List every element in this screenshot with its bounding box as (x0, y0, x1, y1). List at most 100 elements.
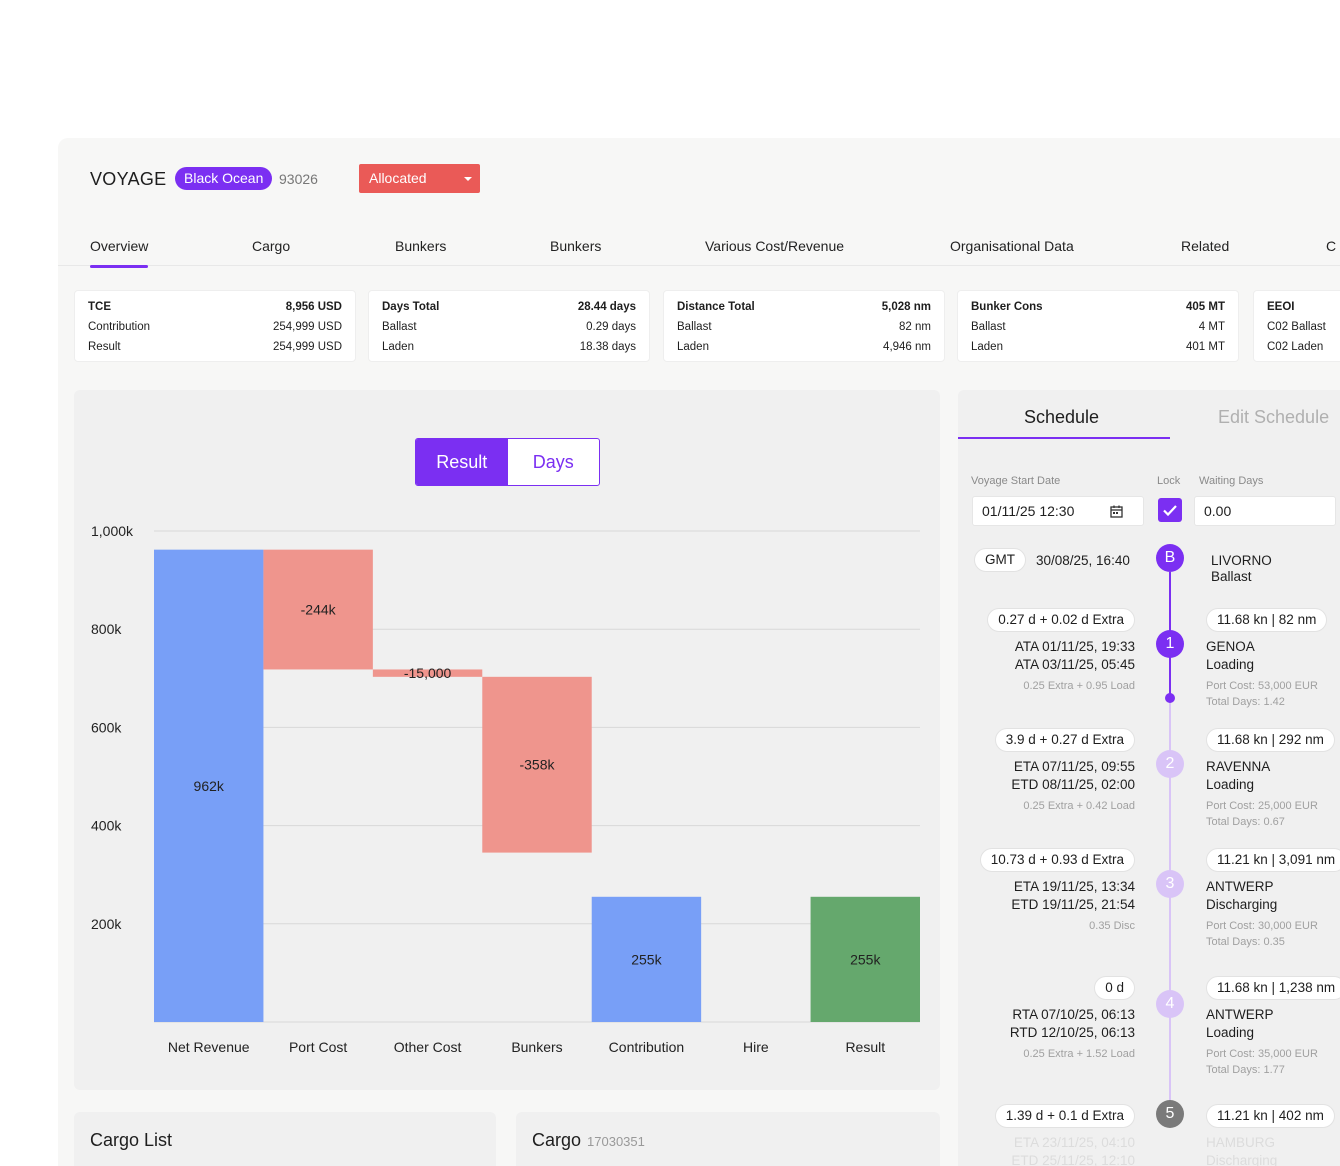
kpi-label: Laden (971, 341, 1003, 353)
kpi-card-eeoi: EEOI C02 Ballast C02 Laden (1253, 290, 1340, 362)
kpi-label: Days Total (382, 301, 440, 313)
x-tick-label: Hire (743, 1039, 769, 1055)
tab-related[interactable]: Related (1181, 238, 1230, 254)
tab-bar: Overview Cargo Bunkers Bunkers Various C… (58, 230, 1340, 268)
y-tick-label: 200k (91, 916, 122, 932)
status-value: Allocated (369, 170, 427, 186)
kpi-value: 8,956 USD (285, 301, 342, 313)
waiting-days-label: Waiting Days (1199, 475, 1264, 487)
toggle-result-button[interactable]: Result (416, 439, 508, 485)
x-tick-label: Result (845, 1039, 885, 1055)
tab-various-cost-revenue[interactable]: Various Cost/Revenue (705, 238, 845, 254)
arrival-time: ETA 23/11/25, 04:10 (1013, 1135, 1135, 1150)
total-days: Total Days: 1.77 (1206, 1064, 1285, 1076)
bar-other-cost (372, 669, 483, 677)
kpi-card-distance: Distance Total 5,028 nm Ballast 82 nm Lade… (663, 290, 945, 362)
bar-value-label: 255k (850, 951, 881, 967)
start-date-input[interactable]: 01/11/25 12:30 (972, 496, 1144, 526)
cargo-number: 17030351 (587, 1134, 645, 1149)
port-name: LIVORNO (1211, 553, 1272, 568)
kpi-value: 4,946 nm (883, 341, 931, 353)
bar-bunkers (482, 676, 592, 853)
cargo-card: Cargo 17030351 (516, 1112, 940, 1166)
speed-distance-chip: 11.68 kn | 82 nm (1206, 608, 1328, 632)
kpi-value: 82 nm (899, 321, 931, 333)
chart-mode-toggle: Result Days (415, 438, 600, 486)
port-cost: Port Cost: 53,000 EUR (1206, 680, 1318, 692)
tab-bunkers-2[interactable]: Bunkers (550, 238, 602, 254)
port-type: Loading (1206, 777, 1255, 792)
start-date-value: 01/11/25 12:30 (982, 503, 1075, 519)
chevron-down-icon (464, 177, 472, 181)
kpi-label: C02 Laden (1267, 341, 1324, 353)
tab-organisational-data[interactable]: Organisational Data (950, 238, 1074, 254)
schedule-tab-indicator (958, 437, 1170, 439)
port-time-note: 0.25 Extra + 0.42 Load (1023, 800, 1135, 812)
waiting-days-input[interactable]: 0.00 (1194, 496, 1336, 526)
vessel-badge[interactable]: Black Ocean (175, 167, 273, 190)
port-cost: Port Cost: 25,000 EUR (1206, 800, 1318, 812)
bar-value-label: -244k (301, 602, 337, 618)
timeline-line-pending (1169, 700, 1171, 1120)
timeline-node-1[interactable]: 1 (1156, 630, 1184, 658)
port-name: HAMBURG (1206, 1135, 1276, 1150)
timeline-node-5[interactable]: 5 (1156, 1100, 1184, 1128)
kpi-label: Result (88, 341, 121, 353)
port-name: ANTWERP (1206, 1007, 1274, 1022)
calendar-icon[interactable] (1110, 505, 1123, 518)
toggle-days-button[interactable]: Days (532, 452, 574, 472)
total-days: Total Days: 0.35 (1206, 936, 1285, 948)
tab-edit-schedule[interactable]: Edit Schedule (1218, 407, 1330, 427)
x-tick-label: Other Cost (394, 1039, 462, 1055)
kpi-label: Ballast (382, 321, 417, 333)
x-tick-label: Bunkers (511, 1039, 562, 1055)
tab-bunkers[interactable]: Bunkers (395, 238, 447, 254)
arrival-time: RTA 07/10/25, 06:13 (1012, 1007, 1135, 1022)
kpi-label: Bunker Cons (971, 301, 1043, 313)
speed-distance-chip: 11.21 kn | 3,091 nm (1206, 848, 1340, 872)
x-tick-label: Net Revenue (168, 1039, 250, 1055)
status-dropdown[interactable]: Allocated (359, 164, 480, 193)
port-cost: Port Cost: 30,000 EUR (1206, 920, 1318, 932)
current-position-marker (1165, 693, 1175, 703)
kpi-card-bunker-cons: Bunker Cons 405 MT Ballast 4 MT Laden 401 M… (957, 290, 1239, 362)
page-title: VOYAGE (90, 169, 167, 189)
kpi-card-tce: TCE 8,956 USD Contribution 254,999 USD Res… (74, 290, 356, 362)
tab-overview[interactable]: Overview (90, 238, 149, 268)
kpi-value: 405 MT (1186, 301, 1225, 313)
duration-chip: 0 d (1094, 976, 1135, 1000)
tab-cargo[interactable]: Cargo (252, 238, 291, 254)
kpi-label: Contribution (88, 321, 151, 333)
tab-more[interactable]: C (1326, 238, 1337, 254)
kpi-label: Laden (382, 341, 414, 353)
port-type: Ballast (1211, 569, 1252, 584)
port-time-note: 0.35 Disc (1089, 920, 1135, 932)
lock-checkbox[interactable] (1158, 498, 1182, 522)
timeline-node-4[interactable]: 4 (1156, 990, 1184, 1018)
duration-chip: 1.39 d + 0.1 d Extra (994, 1104, 1135, 1128)
port-time-note: 0.25 Extra + 0.95 Load (1023, 680, 1135, 692)
port-name: GENOA (1206, 639, 1255, 654)
tab-schedule[interactable]: Schedule (1024, 407, 1100, 427)
voyage-number: 93026 (279, 171, 318, 187)
departure-time: ETD 08/11/25, 02:00 (1011, 777, 1135, 792)
y-tick-label: 1,000k (91, 523, 134, 539)
arrival-time: ATA 01/11/25, 19:33 (1014, 639, 1135, 654)
departure-time: RTD 12/10/25, 06:13 (1009, 1025, 1135, 1040)
bar-result (810, 896, 920, 1022)
bar-value-label: 255k (631, 951, 662, 967)
duration-chip: 0.27 d + 0.02 d Extra (987, 608, 1135, 632)
port-time-note: 0.25 Extra + 1.52 Load (1023, 1048, 1135, 1060)
timeline-node-b[interactable]: B (1156, 544, 1184, 572)
timezone-chip[interactable]: GMT (974, 548, 1026, 572)
kpi-value: 254,999 USD (272, 321, 342, 333)
timeline-node-2[interactable]: 2 (1156, 750, 1184, 778)
port-cost: Port Cost: 35,000 EUR (1206, 1048, 1318, 1060)
port-type: Discharging (1206, 1153, 1278, 1166)
kpi-value: 254,999 USD (272, 341, 342, 353)
bar-port-cost (263, 549, 373, 670)
timeline-node-3[interactable]: 3 (1156, 870, 1184, 898)
bar-net-revenue (154, 549, 264, 1022)
arrival-time: ETA 07/11/25, 09:55 (1013, 759, 1135, 774)
kpi-value: 5,028 nm (881, 301, 931, 313)
